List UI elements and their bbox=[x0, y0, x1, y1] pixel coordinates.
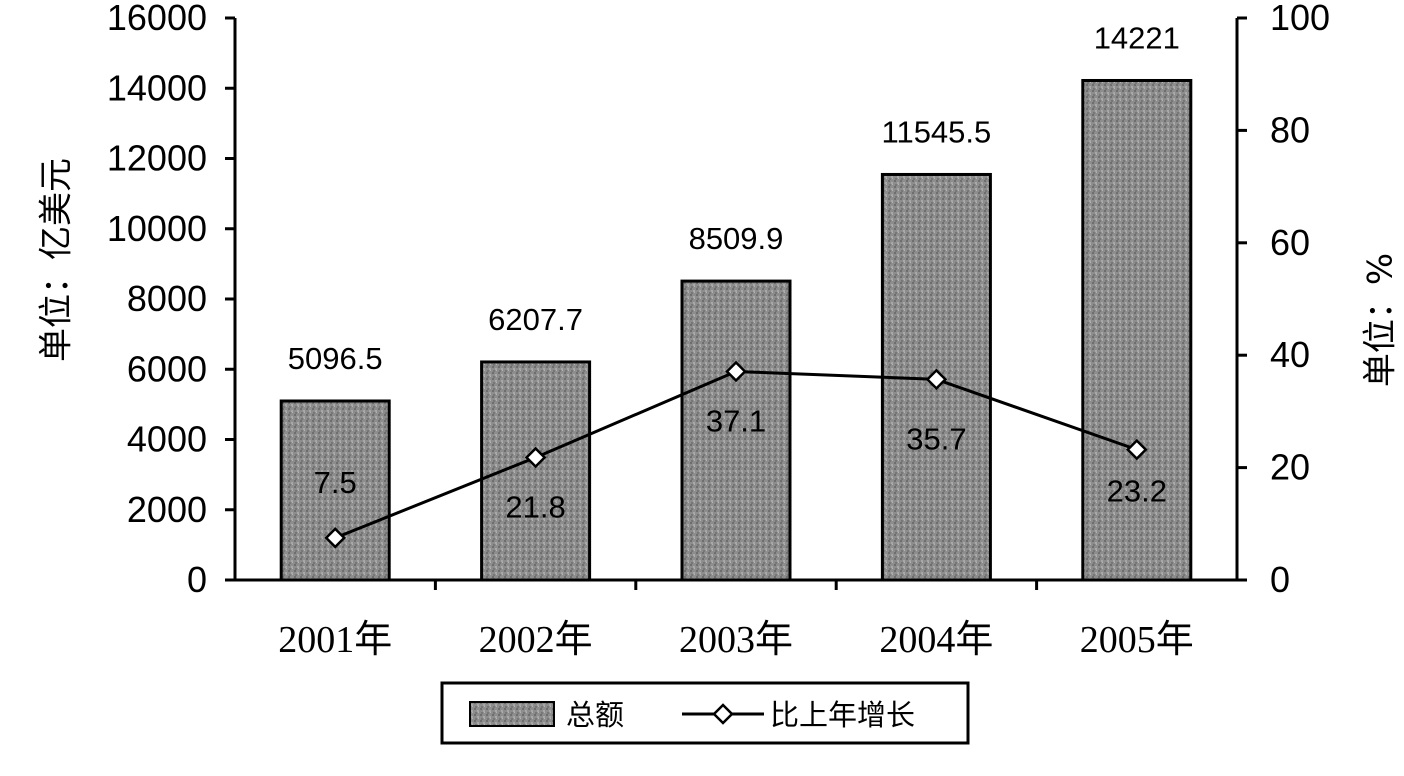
legend-diamond-marker bbox=[712, 703, 734, 725]
y-tick-label-2000: 2000 bbox=[127, 489, 207, 530]
x-tick-label-4: 2004年 bbox=[879, 619, 993, 661]
growth-point-3 bbox=[725, 360, 747, 383]
bar-value-label-5: 14221 bbox=[1094, 20, 1180, 55]
y-tick-label-10000: 10000 bbox=[107, 208, 207, 249]
x-tick-label-1: 2001年 bbox=[278, 619, 392, 661]
legend-bar-swatch bbox=[469, 701, 555, 727]
plot-area: 5096.5 6207.7 8509.9 11545.5 14221 0 2000 4000 6… bbox=[107, 0, 1330, 661]
bar-value-label-1: 5096.5 bbox=[288, 341, 383, 376]
y2-tick-label-40: 40 bbox=[1270, 334, 1310, 375]
y-tick-label-6000: 6000 bbox=[127, 348, 207, 389]
growth-value-label-1: 7.5 bbox=[314, 465, 357, 500]
y-tick-label-16000: 16000 bbox=[107, 0, 207, 38]
y2-tick-label-100: 100 bbox=[1270, 0, 1330, 38]
growth-point-2 bbox=[524, 446, 547, 469]
y2-tick-label-0: 0 bbox=[1270, 559, 1290, 600]
x-tick-label-2: 2002年 bbox=[479, 619, 593, 661]
x-tick-label-5: 2005年 bbox=[1080, 619, 1194, 661]
growth-point-5 bbox=[1126, 438, 1148, 461]
bar-value-label-3: 8509.9 bbox=[689, 221, 784, 256]
bar-5 bbox=[1081, 78, 1193, 582]
growth-value-label-4: 35.7 bbox=[906, 421, 966, 456]
legend: 总额 比上年增长 bbox=[440, 681, 970, 745]
bar-value-label-4: 11545.5 bbox=[882, 114, 992, 149]
y-axis-title: 单位：亿美元 bbox=[37, 158, 77, 362]
y2-tick-label-80: 80 bbox=[1270, 109, 1310, 150]
y-tick-label-8000: 8000 bbox=[127, 278, 207, 319]
y-tick-label-12000: 12000 bbox=[107, 138, 207, 179]
growth-point-1 bbox=[324, 527, 346, 549]
bar-1 bbox=[279, 399, 391, 582]
bar-3 bbox=[680, 279, 792, 582]
bar-value-label-2: 6207.7 bbox=[488, 302, 583, 337]
x-tick-label-3: 2003年 bbox=[679, 619, 793, 661]
y2-tick-label-60: 60 bbox=[1270, 222, 1310, 263]
legend-label-growth: 比上年增长 bbox=[770, 698, 915, 732]
growth-point-4 bbox=[925, 368, 948, 391]
bar-2 bbox=[480, 360, 592, 582]
y2-axis-title: 单位：% bbox=[1361, 253, 1401, 387]
legend-label-total: 总额 bbox=[566, 698, 624, 732]
growth-value-label-2: 21.8 bbox=[505, 489, 565, 524]
y-tick-label-4000: 4000 bbox=[127, 419, 207, 460]
y2-tick-label-20: 20 bbox=[1270, 447, 1310, 488]
y-tick-label-14000: 14000 bbox=[107, 67, 207, 108]
growth-value-label-3: 37.1 bbox=[706, 403, 766, 438]
growth-value-label-5: 23.2 bbox=[1107, 474, 1167, 509]
y-tick-label-0: 0 bbox=[187, 559, 207, 600]
